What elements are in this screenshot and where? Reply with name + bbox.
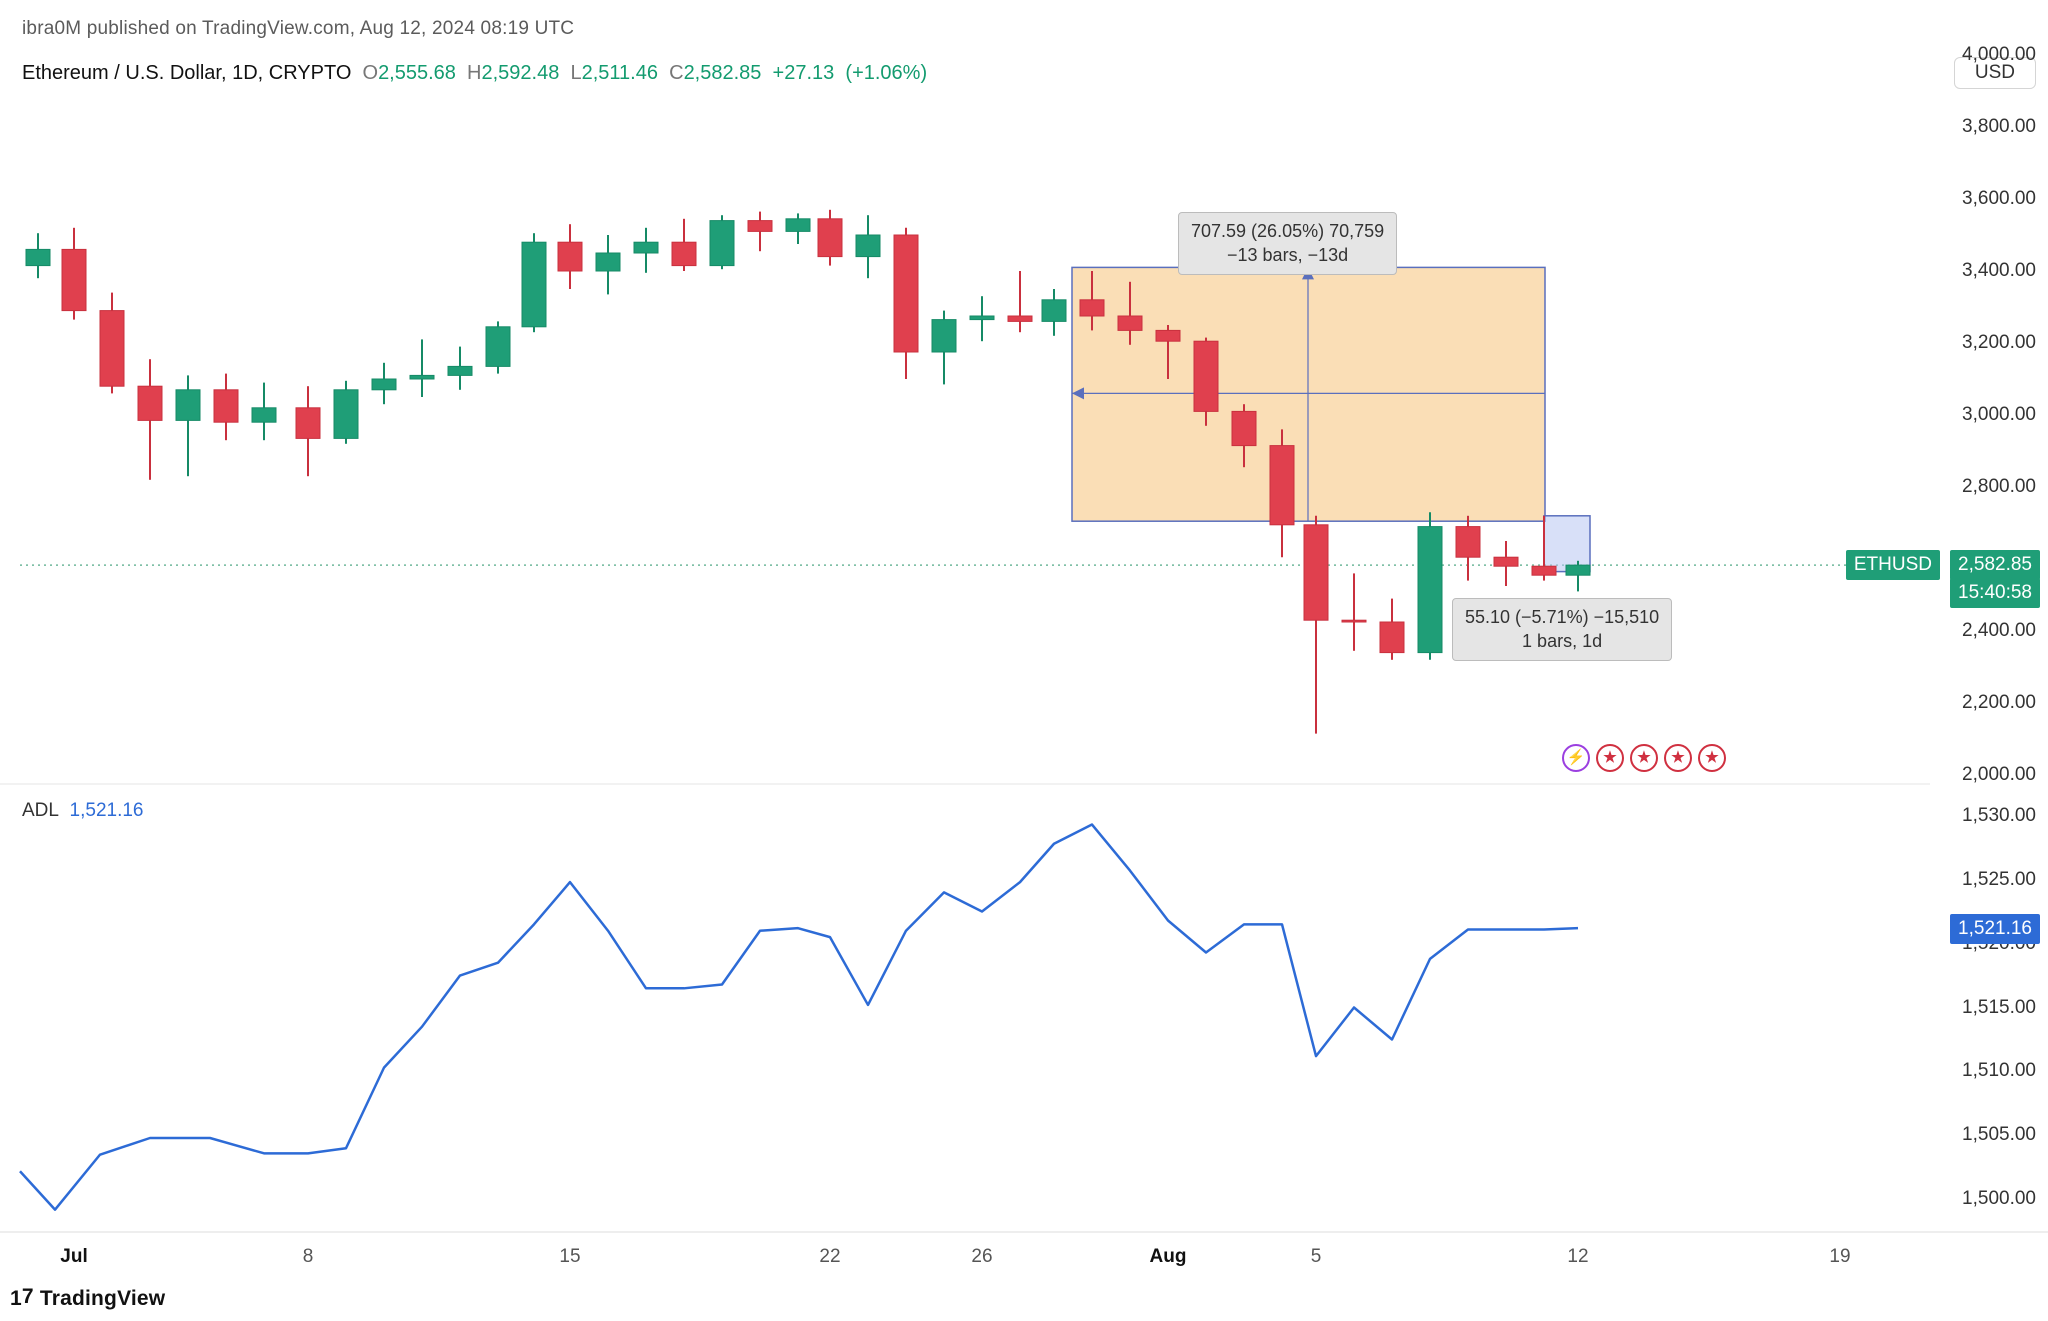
chart-svg[interactable] bbox=[0, 0, 2048, 1321]
price-tick: 3,200.00 bbox=[1962, 332, 2036, 354]
adl-tick: 1,530.00 bbox=[1962, 805, 2036, 827]
tooltip-line: 1 bars, 1d bbox=[1465, 629, 1659, 653]
time-tick: 5 bbox=[1311, 1246, 1322, 1268]
price-tick: 2,400.00 bbox=[1962, 620, 2036, 642]
price-box-time: 15:40:58 bbox=[1950, 578, 2040, 608]
adl-tick: 1,525.00 bbox=[1962, 869, 2036, 891]
adl-tick: 1,500.00 bbox=[1962, 1188, 2036, 1210]
tooltip-line: 55.10 (−5.71%) −15,510 bbox=[1465, 605, 1659, 629]
flag-icon[interactable]: ★ bbox=[1630, 744, 1658, 772]
measure-tooltip-secondary: 55.10 (−5.71%) −15,510 1 bars, 1d bbox=[1452, 598, 1672, 661]
time-tick: 22 bbox=[819, 1246, 840, 1268]
time-tick: 26 bbox=[971, 1246, 992, 1268]
adl-price-box: 1,521.16 bbox=[1950, 914, 2040, 944]
time-tick: 15 bbox=[559, 1246, 580, 1268]
price-tick: 3,000.00 bbox=[1962, 404, 2036, 426]
event-icon-row: ⚡★★★★ bbox=[1562, 744, 1732, 772]
price-tick: 3,800.00 bbox=[1962, 116, 2036, 138]
flag-icon[interactable]: ★ bbox=[1698, 744, 1726, 772]
price-box-value: 2,582.85 bbox=[1950, 550, 2040, 580]
time-tick: 12 bbox=[1567, 1246, 1588, 1268]
time-tick: 19 bbox=[1829, 1246, 1850, 1268]
flag-icon[interactable]: ★ bbox=[1596, 744, 1624, 772]
price-tick: 2,800.00 bbox=[1962, 476, 2036, 498]
tradingview-logo: 17 TradingView bbox=[10, 1287, 165, 1311]
adl-tick: 1,505.00 bbox=[1962, 1124, 2036, 1146]
adl-tick: 1,510.00 bbox=[1962, 1060, 2036, 1082]
price-tick: 3,600.00 bbox=[1962, 188, 2036, 210]
time-tick: 8 bbox=[303, 1246, 314, 1268]
price-tick: 4,000.00 bbox=[1962, 44, 2036, 66]
price-tick: 2,200.00 bbox=[1962, 692, 2036, 714]
flag-icon[interactable]: ★ bbox=[1664, 744, 1692, 772]
adl-tick: 1,515.00 bbox=[1962, 997, 2036, 1019]
price-tick: 3,400.00 bbox=[1962, 260, 2036, 282]
time-tick: Aug bbox=[1150, 1246, 1187, 1268]
tooltip-line: −13 bars, −13d bbox=[1191, 243, 1384, 267]
time-tick: Jul bbox=[60, 1246, 87, 1268]
measure-tooltip-main: 707.59 (26.05%) 70,759 −13 bars, −13d bbox=[1178, 212, 1397, 275]
price-tick: 2,000.00 bbox=[1962, 764, 2036, 786]
bolt-icon[interactable]: ⚡ bbox=[1562, 744, 1590, 772]
price-box-symbol: ETHUSD bbox=[1846, 550, 1940, 580]
tooltip-line: 707.59 (26.05%) 70,759 bbox=[1191, 219, 1384, 243]
